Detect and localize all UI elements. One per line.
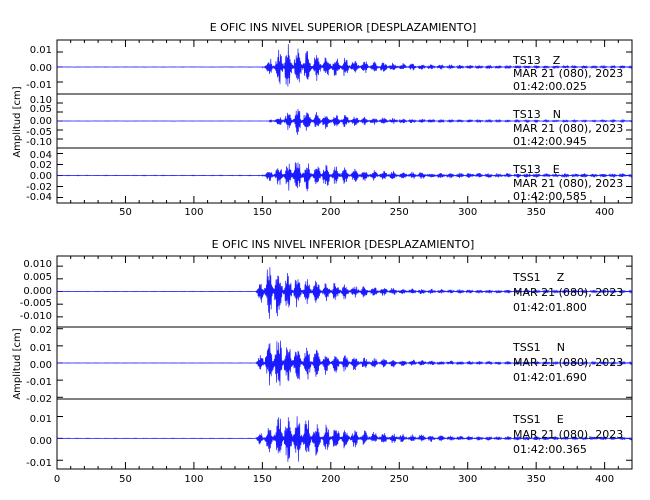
station-label: TSS1 N [512, 341, 565, 354]
x-tick-label: 150 [253, 474, 272, 485]
x-tick-label: 50 [119, 207, 132, 218]
x-tick-label: 400 [595, 474, 614, 485]
y-tick-label: 0.01 [30, 414, 52, 425]
bottom-chart-title: E OFIC INS NIVEL INFERIOR [DESPLAZAMIENT… [212, 238, 475, 251]
x-tick-label: 350 [527, 474, 546, 485]
panel-ts13-n: 0.10 0.05 0.00 -0.05 -0.10 TS13 N MAR 21 … [26, 93, 633, 149]
record-date: MAR 21 (080), 2023 [513, 286, 623, 299]
y-tick-label: 0.005 [23, 272, 52, 283]
x-tick-label: 100 [184, 207, 203, 218]
station-label: TS13 Z [512, 54, 561, 67]
bottom-group: E OFIC INS NIVEL INFERIOR [DESPLAZAMIENT… [12, 238, 633, 485]
bottom-y-axis-label: Amplitud [cm] [12, 328, 23, 399]
record-date: MAR 21 (080), 2023 [513, 428, 623, 441]
y-tick-label: -0.10 [26, 137, 52, 148]
seismic-trace-ts13-n [56, 108, 633, 135]
y-tick-label: -0.05 [26, 127, 52, 138]
y-tick-label: -0.04 [26, 192, 52, 203]
seismic-trace-tss1-z [56, 267, 633, 319]
top-y-axis-label: Amplitud [cm] [12, 86, 23, 157]
y-tick-label: -0.01 [26, 458, 52, 469]
panel-tss1-e: 0.01 0.00 -0.01 TSS1 E MAR 21 (080), 2023… [26, 398, 633, 470]
record-time: 01:42:00.945 [513, 135, 587, 148]
x-tick-label: 200 [321, 207, 340, 218]
y-tick-label: 0.000 [23, 286, 52, 297]
y-tick-label: 0.01 [30, 45, 52, 56]
x-tick-label: 250 [390, 474, 409, 485]
y-tick-label: 0.02 [30, 325, 52, 336]
y-tick-label: 0.01 [30, 343, 52, 354]
record-time: 01:42:00.585 [513, 190, 587, 203]
station-label: TSS1 Z [512, 271, 565, 284]
y-tick-label: 0.00 [30, 360, 52, 371]
seismic-trace-tss1-e [56, 416, 633, 463]
x-tick-label: 350 [527, 207, 546, 218]
y-tick-label: -0.010 [20, 311, 52, 322]
y-tick-label: -0.02 [26, 182, 52, 193]
y-tick-label: -0.01 [26, 377, 52, 388]
x-tick-label: 300 [458, 207, 477, 218]
y-tick-label: 0.10 [30, 95, 52, 106]
record-date: MAR 21 (080), 2023 [513, 356, 623, 369]
x-tick-label: 150 [253, 207, 272, 218]
y-tick-label: -0.01 [26, 80, 52, 91]
panel-ts13-z: 0.01 0.00 -0.01 TS13 Z MAR 21 (080), 2023… [26, 39, 633, 95]
record-date: MAR 21 (080), 2023 [513, 67, 623, 80]
record-date: MAR 21 (080), 2023 [513, 122, 623, 135]
station-label: TS13 E [512, 163, 560, 176]
y-tick-label: 0.010 [23, 259, 52, 270]
top-chart-title: E OFIC INS NIVEL SUPERIOR [DESPLAZAMIENT… [210, 21, 477, 34]
panel-tss1-z: 0.010 0.005 0.000 -0.005 -0.010 TSS1 Z MA… [20, 255, 633, 328]
seismic-trace-ts13-z [56, 44, 633, 87]
x-tick-label: 200 [321, 474, 340, 485]
record-date: MAR 21 (080), 2023 [513, 177, 623, 190]
y-tick-label: 0.00 [30, 171, 52, 182]
x-tick-label: 50 [119, 474, 132, 485]
top-group: E OFIC INS NIVEL SUPERIOR [DESPLAZAMIENT… [12, 21, 633, 218]
record-time: 01:42:01.690 [513, 371, 587, 384]
seismic-trace-ts13-e [56, 162, 633, 192]
y-tick-label: 0.04 [30, 150, 52, 161]
seismic-trace-tss1-n [56, 340, 633, 386]
panel-ts13-e: 0.04 0.02 0.00 -0.02 -0.04 TS13 E MAR 21 … [26, 147, 633, 204]
y-tick-label: 0.02 [30, 160, 52, 171]
station-label: TSS1 E [512, 413, 564, 426]
y-tick-label: 0.05 [30, 104, 52, 115]
x-tick-label: 300 [458, 474, 477, 485]
panel-tss1-n: 0.02 0.01 0.00 -0.01 -0.02 TSS1 N MAR 21 … [26, 325, 633, 405]
y-tick-label: -0.005 [20, 298, 52, 309]
x-tick-label: 100 [184, 474, 203, 485]
y-tick-label: -0.02 [26, 394, 52, 405]
x-tick-label: 400 [595, 207, 614, 218]
x-tick-label: 0 [54, 474, 60, 485]
bottom-x-axis: 0 50 100 150 200 250 300 350 400 [54, 256, 633, 485]
x-tick-label: 250 [390, 207, 409, 218]
top-x-axis: 50 100 150 200 250 300 350 400 [70, 40, 633, 218]
y-tick-label: 0.00 [30, 116, 52, 127]
station-label: TS13 N [512, 108, 561, 121]
y-tick-label: 0.00 [30, 436, 52, 447]
record-time: 01:42:01.800 [513, 301, 587, 314]
record-time: 01:42:00.025 [513, 80, 587, 93]
record-time: 01:42:00.365 [513, 443, 587, 456]
y-tick-label: 0.00 [30, 63, 52, 74]
